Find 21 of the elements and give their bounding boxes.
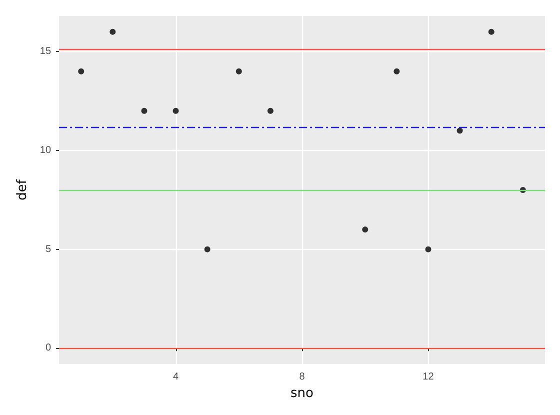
point [172, 108, 179, 114]
x-tick-label: 12 [422, 372, 434, 382]
y-tick-label: 5 [45, 244, 52, 255]
y-axis-title: def [15, 179, 30, 200]
point [236, 68, 242, 74]
y-tick-label: 0 [45, 342, 52, 354]
point [204, 246, 210, 252]
y-tick-label: 15 [40, 46, 52, 58]
x-axis-title: sno [290, 386, 314, 401]
point [78, 68, 84, 74]
point [110, 28, 116, 35]
point [141, 108, 148, 114]
y-tick-label: 10 [40, 144, 52, 156]
x-tick-label: 8 [299, 372, 306, 382]
x-tick-label: 4 [173, 372, 179, 382]
point [456, 128, 463, 134]
point [488, 28, 494, 35]
point [362, 226, 368, 233]
point [394, 68, 400, 74]
point [267, 108, 274, 114]
point [425, 246, 432, 252]
